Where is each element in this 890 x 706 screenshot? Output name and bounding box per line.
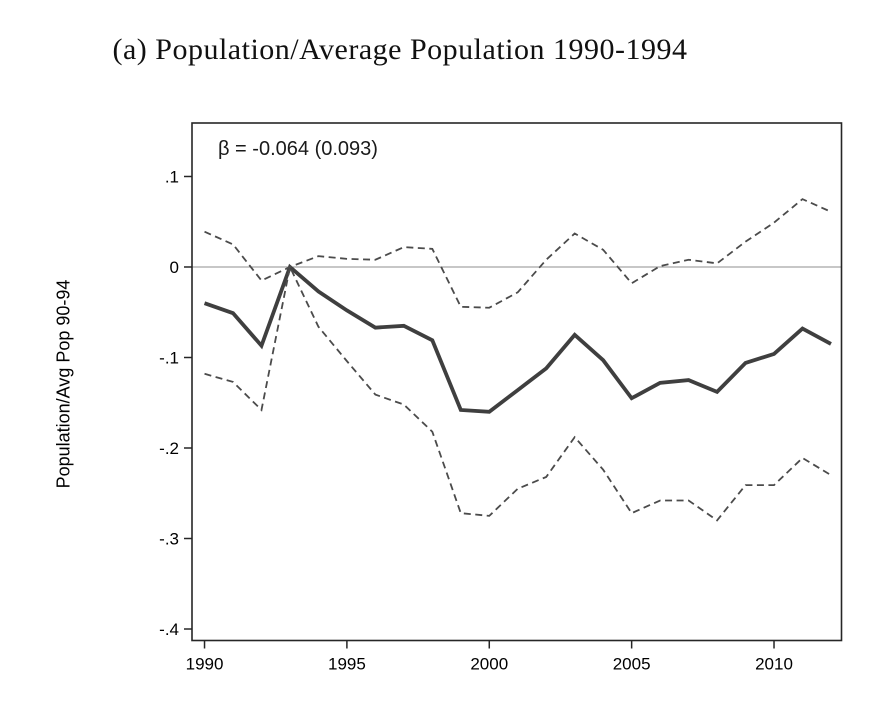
chart-title: (a) Population/Average Population 1990-1… bbox=[112, 33, 688, 66]
y-tick-label: -.4 bbox=[159, 620, 179, 639]
y-tick-label: -.1 bbox=[159, 348, 179, 367]
series-coefficient-line bbox=[203, 263, 832, 414]
x-tick-label: 1995 bbox=[328, 655, 366, 674]
x-tick-label: 2005 bbox=[613, 655, 651, 674]
x-tick-label: 2010 bbox=[755, 655, 793, 674]
y-tick-label: 0 bbox=[170, 258, 179, 277]
series-lower-95ci-line bbox=[204, 264, 832, 522]
beta-coefficient-annotation: β = -0.064 (0.093) bbox=[218, 138, 378, 160]
y-tick-label: -.3 bbox=[159, 530, 179, 549]
y-tick-label: -.2 bbox=[159, 439, 179, 458]
y-tick-label: .1 bbox=[165, 167, 179, 186]
plot-frame bbox=[191, 122, 843, 642]
x-tick-label: 1990 bbox=[186, 655, 224, 674]
series-upper-95ci-line bbox=[204, 198, 832, 309]
x-tick-label: 2000 bbox=[470, 655, 508, 674]
